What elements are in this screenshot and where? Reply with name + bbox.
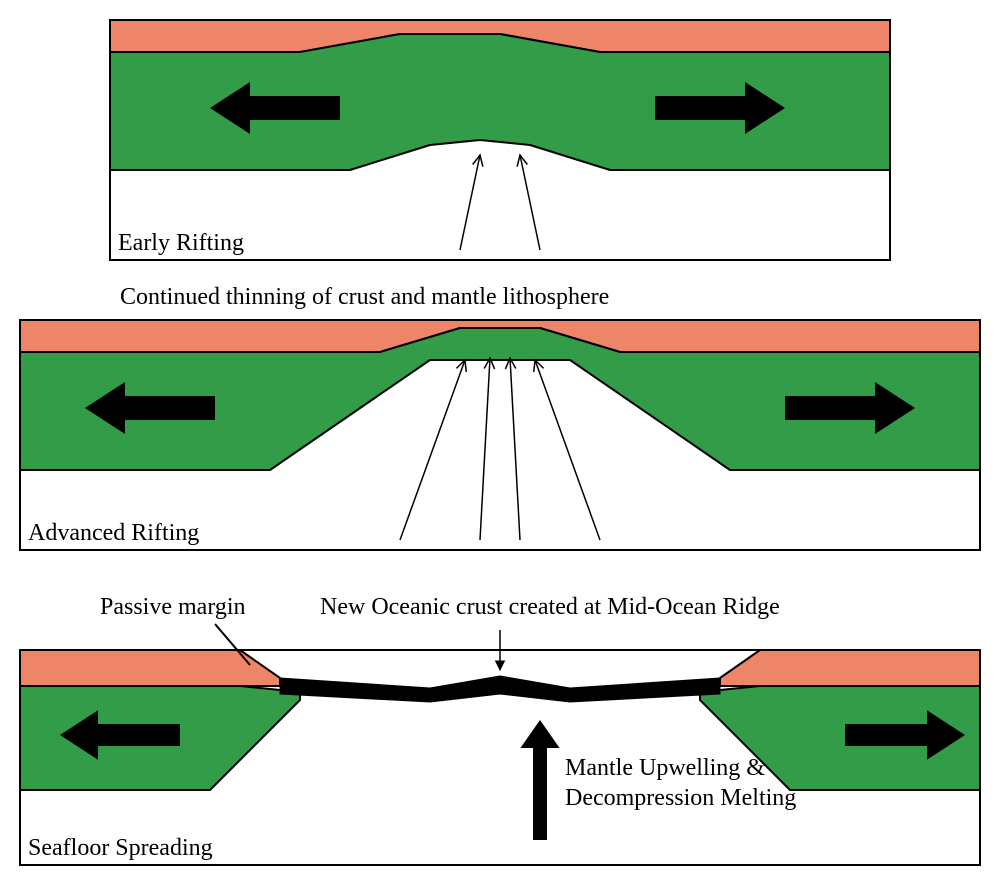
upwelling-arrow (520, 155, 540, 250)
panel-label-early: Early Rifting (118, 230, 244, 256)
caption-mantle-2: Decompression Melting (565, 785, 796, 811)
upwelling-arrow (510, 358, 520, 540)
caption-passive-margin: Passive margin (100, 594, 246, 620)
panel-label-advanced: Advanced Rifting (28, 520, 199, 546)
panel-label-seafloor: Seafloor Spreading (28, 835, 213, 861)
panel-advanced: Advanced Rifting (20, 320, 980, 550)
upwelling-arrow (535, 360, 600, 540)
upwelling-arrow (460, 155, 480, 250)
crust-right (720, 650, 980, 686)
caption-thinning: Continued thinning of crust and mantle l… (120, 284, 609, 310)
oceanic-crust (280, 676, 720, 702)
panel-seafloor: Seafloor Spreading (20, 624, 980, 865)
upwelling-arrow (480, 358, 490, 540)
mantle-upwelling-arrow (520, 720, 559, 840)
caption-mantle-1: Mantle Upwelling & (565, 755, 765, 781)
caption-new-oceanic: New Oceanic crust created at Mid-Ocean R… (320, 594, 780, 620)
panel-early: Early Rifting (110, 20, 890, 260)
upwelling-arrow (400, 360, 465, 540)
